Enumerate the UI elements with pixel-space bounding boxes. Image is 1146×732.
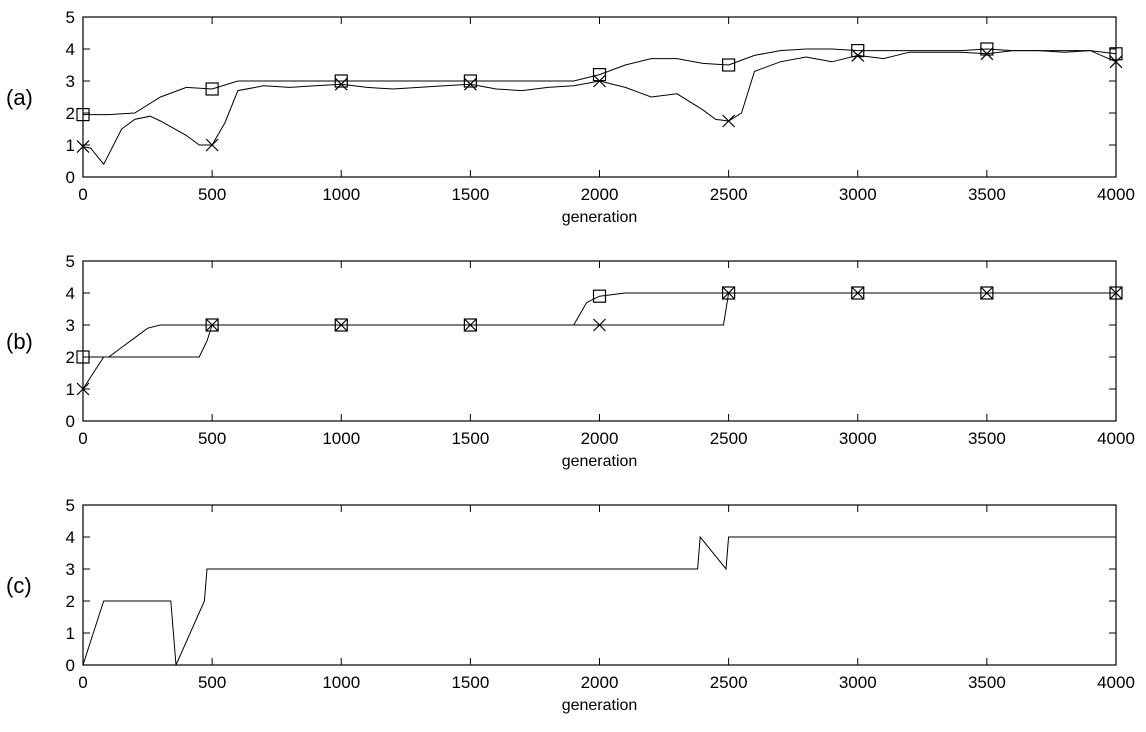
y-tick-label: 2 [66, 592, 75, 611]
y-tick-label: 4 [66, 284, 75, 303]
panel-1: 0 1 2 3 4 5 0 500 1000 1500 2000 2500 3000 3500 4000 ge… [6, 8, 1135, 226]
x-tick-label: 3000 [839, 673, 877, 692]
data-point-square [980, 42, 994, 56]
x-tick-label: 1500 [451, 429, 489, 448]
y-tick-label: 5 [66, 252, 75, 271]
x-tick-label: 500 [198, 429, 226, 448]
plot-frame [82, 504, 1117, 666]
y-tick-label: 0 [66, 656, 75, 675]
y-tick-label: 0 [66, 168, 75, 187]
data-point-x [463, 318, 477, 332]
data-point-x [334, 318, 348, 332]
data-point-x [851, 286, 865, 300]
y-tick-label: 5 [66, 8, 75, 27]
x-tick-label: 3000 [839, 429, 877, 448]
series-line-1 [82, 535, 1116, 666]
data-point-square [851, 43, 865, 58]
x-tick-label: 1500 [451, 673, 489, 692]
data-point-x [463, 77, 477, 91]
x-tick-label: 1000 [322, 185, 360, 204]
x-tick-label: 3500 [968, 185, 1006, 204]
data-point-square [1109, 47, 1123, 61]
series-line-2 [82, 292, 1116, 390]
data-point-x [980, 286, 994, 300]
x-tick-label: 4000 [1097, 673, 1135, 692]
x-tick-label: 2500 [710, 429, 748, 448]
x-axis-label: generation [562, 697, 638, 714]
x-tick-label: 3000 [839, 185, 877, 204]
data-point-square [463, 318, 477, 332]
data-point-x [593, 74, 606, 88]
x-tick-label: 1000 [322, 429, 360, 448]
data-point-square [76, 107, 90, 122]
x-tick-label: 4000 [1097, 185, 1135, 204]
x-tick-label: 500 [198, 185, 226, 204]
data-point-square [205, 318, 219, 332]
data-point-square [1109, 286, 1123, 300]
series-line-1 [83, 48, 1117, 116]
x-tick-label: 1500 [451, 185, 489, 204]
x-tick-label: 4000 [1097, 429, 1135, 448]
x-tick-label: 0 [78, 673, 87, 692]
x-tick-label: 2500 [710, 185, 748, 204]
series-line-2 [82, 50, 1117, 166]
y-tick-label: 4 [66, 40, 75, 59]
data-point-x [205, 138, 219, 152]
data-point-square [463, 74, 477, 88]
panel-label: (c) [6, 573, 32, 598]
data-point-square [334, 318, 348, 332]
panel-3: 0 1 2 3 4 5 0 500 1000 1500 2000 2500 3000 3500 4000 ge… [6, 496, 1135, 714]
data-point-square [76, 350, 90, 364]
y-tick-label: 3 [66, 72, 75, 91]
panel-2: 0 1 2 3 4 5 0 500 1000 1500 2000 2500 3000 3500 4000 ge… [6, 252, 1135, 470]
y-tick-label: 5 [66, 496, 75, 515]
x-tick-label: 2000 [581, 673, 619, 692]
data-point-x [1109, 286, 1123, 300]
y-tick-label: 0 [66, 412, 75, 431]
data-point-x [1109, 55, 1123, 69]
data-point-x [593, 318, 606, 332]
data-point-square [851, 286, 865, 300]
data-point-square [592, 289, 607, 303]
plot-frame [82, 260, 1117, 422]
x-tick-label: 500 [198, 673, 226, 692]
data-point-x [76, 382, 90, 396]
y-tick-label: 3 [66, 560, 75, 579]
x-tick-label: 3500 [968, 673, 1006, 692]
data-point-square [334, 74, 348, 88]
data-point-square [722, 58, 736, 72]
x-tick-label: 3500 [968, 429, 1006, 448]
data-point-square [205, 82, 219, 96]
y-tick-label: 1 [66, 624, 75, 643]
y-tick-label: 3 [66, 316, 75, 335]
panel-label: (a) [6, 85, 33, 110]
data-point-x [205, 318, 219, 332]
data-point-x [722, 114, 736, 128]
x-tick-label: 2500 [710, 673, 748, 692]
y-tick-label: 2 [66, 104, 75, 123]
data-point-x [76, 140, 90, 154]
panel-label: (b) [6, 329, 33, 354]
data-point-x [334, 77, 348, 91]
data-point-square [980, 286, 994, 300]
y-tick-label: 2 [66, 348, 75, 367]
data-point-x [851, 48, 865, 62]
x-axis-label: generation [562, 209, 638, 226]
y-tick-label: 1 [66, 136, 75, 155]
data-point-x [722, 286, 736, 300]
data-point-square [722, 286, 736, 300]
y-tick-label: 1 [66, 380, 75, 399]
x-axis-label: generation [562, 453, 638, 470]
x-tick-label: 0 [78, 185, 87, 204]
x-tick-label: 0 [78, 429, 87, 448]
x-tick-label: 2000 [581, 185, 619, 204]
plot-frame [82, 16, 1117, 178]
x-tick-label: 1000 [322, 673, 360, 692]
y-tick-label: 4 [66, 528, 75, 547]
x-tick-label: 2000 [581, 429, 619, 448]
data-point-x [980, 47, 994, 61]
